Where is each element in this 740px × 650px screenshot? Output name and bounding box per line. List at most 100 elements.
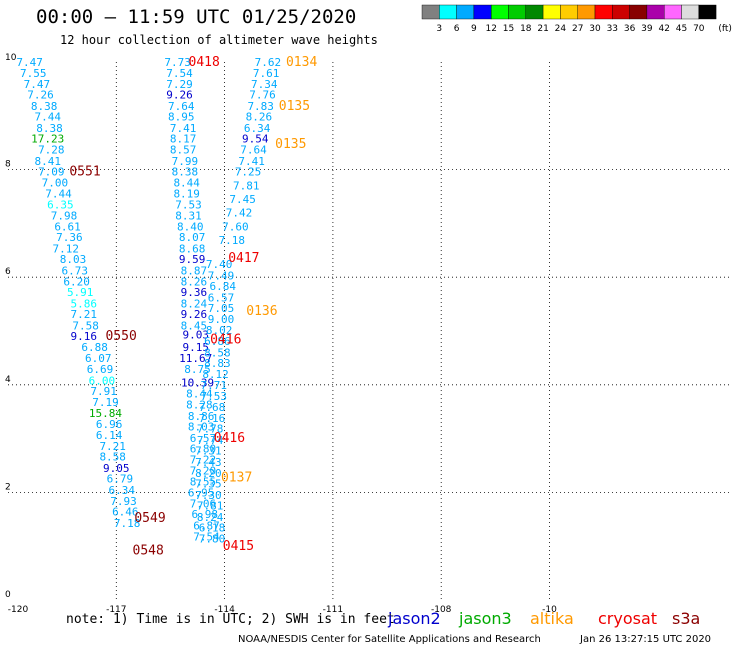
wave-height-value: 7.26: [27, 89, 54, 102]
wave-height-value: 7.45: [229, 193, 256, 206]
wave-height-value: 8.26: [246, 111, 273, 124]
x-tick-label: -108: [431, 605, 452, 615]
chart-title: 00:00 – 11:59 UTC 01/25/2020: [36, 6, 357, 28]
wave-height-value: 7.81: [197, 500, 224, 513]
wave-height-value: 7.16: [199, 412, 226, 425]
wave-height-value: 8.83: [204, 357, 231, 370]
colorbar-unit: (ft): [718, 24, 732, 34]
wave-height-value: 8.31: [175, 210, 202, 223]
x-tick-label: -120: [8, 605, 29, 615]
wave-height-value: 7.44: [45, 188, 72, 201]
colorbar-tick-label: 3: [436, 24, 442, 34]
wave-height-value: 7.19: [92, 396, 119, 409]
wave-height-value: 7.55: [20, 67, 47, 80]
wave-height-value: 7.18: [114, 517, 141, 530]
wave-height-value: 7.12: [53, 242, 80, 255]
wave-height-value: 8.87: [181, 265, 208, 278]
colorbar-tick-label: 45: [676, 24, 687, 34]
wave-height-value: 7.58: [72, 319, 99, 332]
wave-height-value: 7.91: [90, 385, 117, 398]
wave-height-value: 9.03: [182, 329, 209, 342]
colorbar-tick-label: 24: [555, 24, 567, 34]
colorbar-tick-label: 21: [537, 24, 548, 34]
wave-height-value: 7.42: [226, 206, 253, 219]
colorbar-swatch: [698, 4, 717, 20]
wave-height-value: 7.36: [56, 231, 83, 244]
wave-height-value: 8.17: [170, 133, 197, 146]
pass-time-label: 0550: [105, 329, 136, 344]
wave-height-value: 7.20: [190, 465, 217, 478]
wave-height-value: 7.54: [193, 530, 220, 543]
y-tick-label: 10: [5, 53, 17, 63]
wave-height-value: 7.73: [164, 56, 191, 69]
wave-height-value: 7.41: [170, 122, 197, 135]
wave-height-value: 7.64: [240, 143, 267, 156]
wave-height-value: 7.83: [247, 100, 274, 113]
colorbar-swatch: [612, 4, 630, 20]
wave-height-value: 7.21: [99, 440, 126, 453]
wave-height-value: 8.20: [195, 467, 222, 480]
wave-height-value: 8.38: [36, 122, 63, 135]
colorbar-swatch: [508, 4, 526, 20]
pass-time-label: 0416: [210, 332, 241, 347]
x-tick-label: -114: [214, 605, 235, 615]
wave-height-value: 6.34: [108, 484, 135, 497]
colorbar-tick-label: 70: [693, 24, 705, 34]
wave-height-value: 8.19: [173, 188, 200, 201]
pass-time-label: 0416: [214, 431, 245, 446]
y-tick-label: 6: [5, 267, 11, 277]
pass-time-label: 0415: [223, 539, 254, 554]
wave-height-value: 5.86: [71, 297, 98, 310]
pass-time-label: 0136: [246, 304, 277, 319]
wave-height-value: 9.15: [182, 341, 209, 354]
wave-height-value: 7.25: [235, 166, 262, 179]
wave-height-value: 7.64: [168, 100, 195, 113]
wave-height-value: 10.39: [181, 376, 214, 389]
x-tick-label: -117: [106, 605, 126, 615]
wave-height-value: 7.44: [34, 111, 61, 124]
wave-height-value: 8.03: [60, 253, 87, 266]
pass-time-label: 0137: [221, 471, 252, 486]
wave-height-value: 7.30: [195, 489, 222, 502]
wave-height-value: 9.59: [179, 253, 206, 266]
colorbar-tick-label: 39: [641, 24, 653, 34]
legend-jason3: jason3: [459, 609, 512, 628]
colorbar-tick-label: 9: [471, 24, 477, 34]
legend-s3a: s3a: [672, 609, 701, 628]
chart-subtitle: 12 hour collection of altimeter wave hei…: [60, 33, 378, 47]
wave-height-value: 6.84: [210, 280, 237, 293]
wave-height-value: 6.95: [188, 487, 215, 500]
wave-height-value: 8.44: [186, 388, 213, 401]
wave-height-value: 6.57: [208, 291, 235, 304]
wave-height-value: 8.41: [34, 155, 61, 168]
wave-height-value: 6.46: [112, 506, 139, 519]
wave-height-value: 6.35: [47, 198, 74, 211]
pass-time-label: 0548: [133, 543, 164, 558]
wave-height-value: 8.58: [204, 346, 231, 359]
colorbar-tick-label: 36: [624, 24, 636, 34]
wave-height-value: 7.47: [16, 56, 43, 69]
wave-height-value: 17.23: [31, 133, 64, 146]
wave-height-value: 7.09: [38, 166, 65, 179]
wave-height-value: 7.00: [42, 176, 69, 189]
colorbar-tick-label: 12: [485, 24, 496, 34]
wave-height-value: 7.74: [197, 434, 224, 447]
colorbar-swatch: [542, 4, 561, 20]
wave-height-value: 7.68: [199, 401, 226, 414]
colorbar-swatch: [491, 4, 509, 20]
wave-height-value: 7.78: [197, 423, 224, 436]
wave-height-value: 7.18: [219, 234, 246, 247]
wave-height-value: 7.93: [110, 495, 137, 508]
wave-height-value: 7.22: [190, 453, 217, 466]
wave-height-value: 7.47: [24, 78, 51, 91]
wave-height-value: 9.26: [166, 89, 193, 102]
legend-jason2: jason2: [388, 609, 441, 628]
wave-height-value: 8.07: [179, 231, 206, 244]
colorbar-tick-label: 15: [503, 24, 514, 34]
wave-height-value: 8.95: [168, 111, 195, 124]
wave-height-value: 8.55: [190, 475, 217, 488]
wave-height-value: 7.29: [166, 78, 193, 91]
wave-height-value: 6.57: [190, 432, 217, 445]
colorbar-swatch: [421, 4, 440, 20]
wave-height-value: 7.62: [255, 56, 282, 69]
